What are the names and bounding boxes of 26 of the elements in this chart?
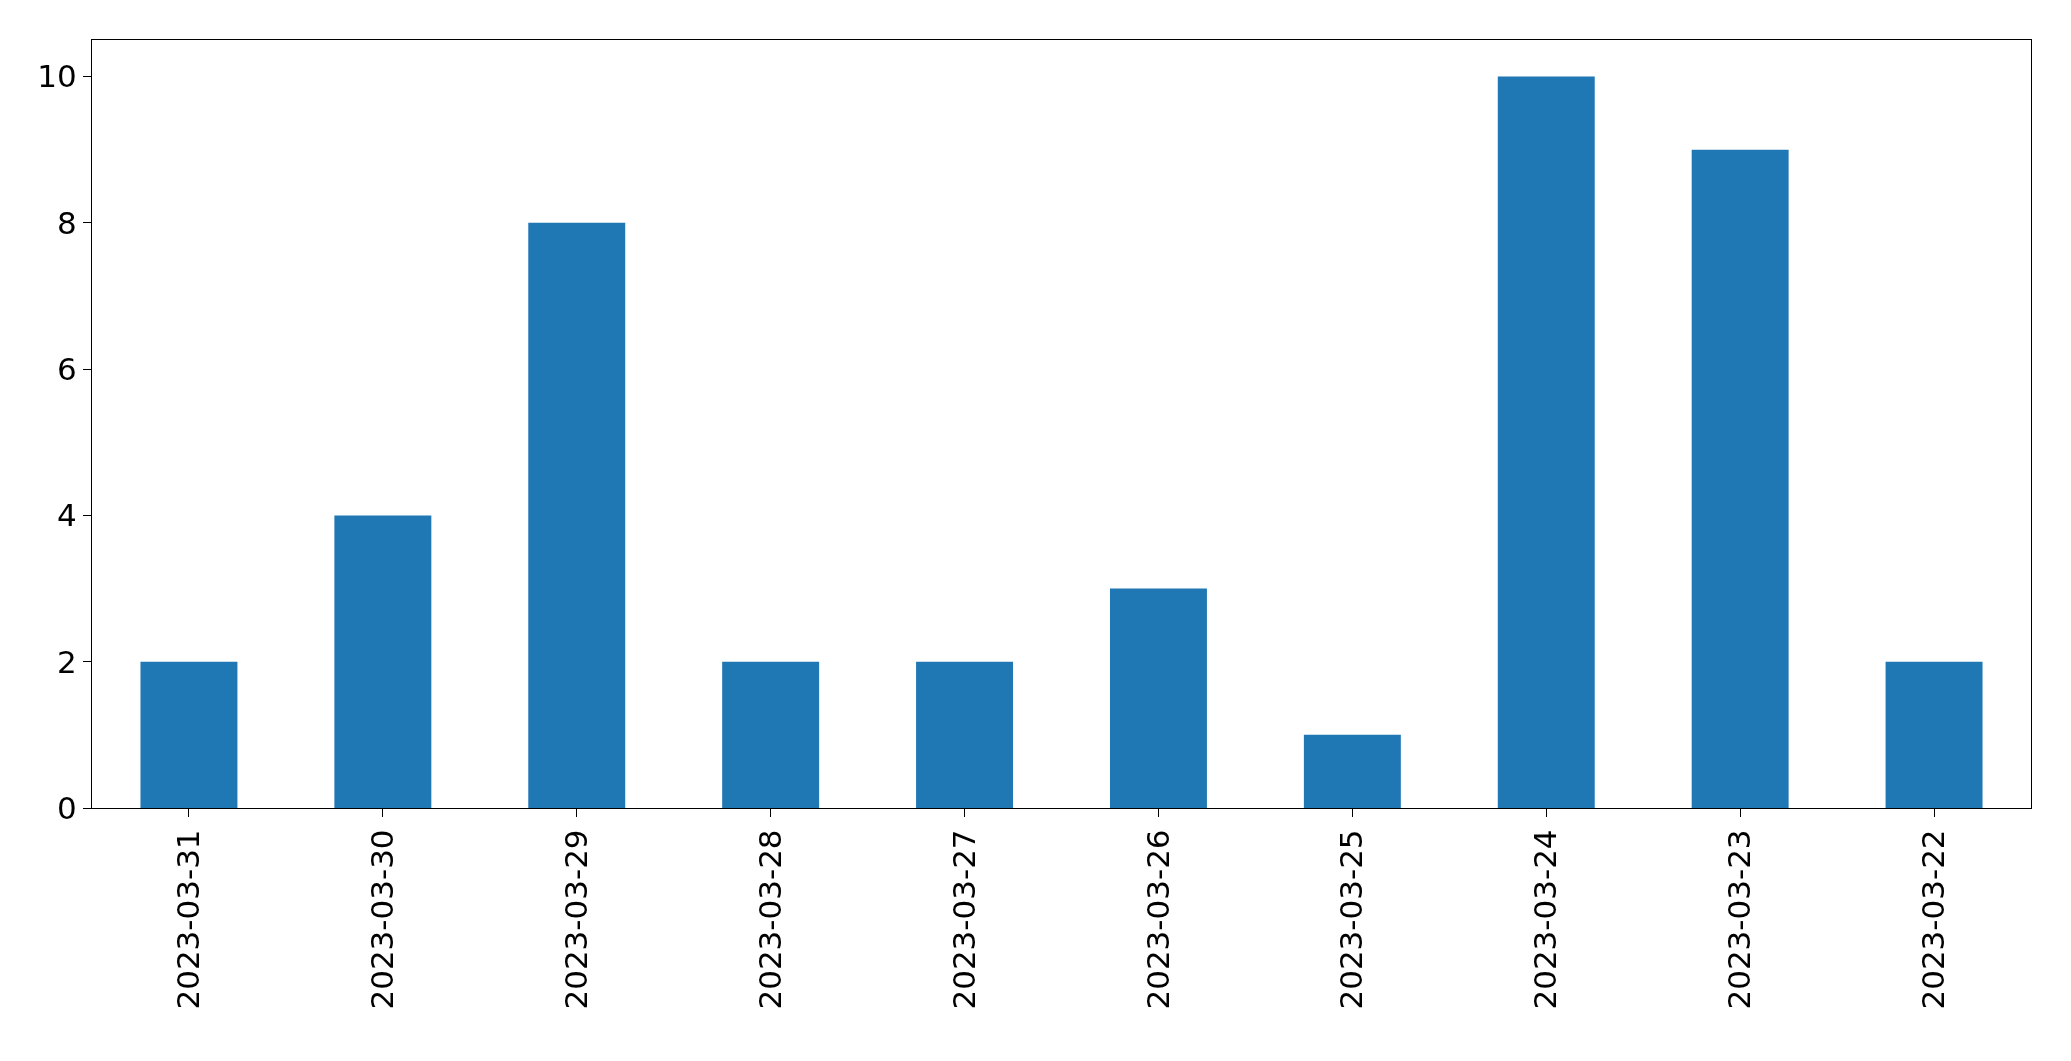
y-tick-label: 0 — [57, 789, 77, 826]
y-tick-label: 8 — [57, 204, 77, 241]
bar — [334, 515, 432, 808]
x-tick-label: 2023-03-28 — [751, 829, 788, 1010]
x-tick-label: 2023-03-22 — [1915, 829, 1952, 1010]
bar — [1885, 661, 1983, 808]
bar — [1497, 76, 1595, 808]
bar — [1303, 734, 1401, 808]
y-tick-label: 6 — [57, 350, 77, 387]
x-tick-label: 2023-03-29 — [557, 829, 594, 1010]
x-tick-label: 2023-03-27 — [945, 829, 982, 1010]
x-tick-label: 2023-03-25 — [1333, 829, 1370, 1010]
x-tick-label: 2023-03-24 — [1527, 829, 1564, 1010]
bar — [1691, 149, 1789, 808]
bar — [528, 222, 626, 808]
y-tick-label: 2 — [57, 643, 77, 680]
x-tick-label: 2023-03-31 — [170, 829, 207, 1010]
y-tick-label: 4 — [57, 497, 77, 534]
y-tick-label: 10 — [37, 58, 77, 95]
bar — [916, 661, 1014, 808]
bar — [140, 661, 238, 808]
bar — [722, 661, 820, 808]
x-tick-label: 2023-03-23 — [1721, 829, 1758, 1010]
x-tick-label: 2023-03-26 — [1139, 829, 1176, 1010]
bar — [1109, 588, 1207, 808]
x-tick-label: 2023-03-30 — [363, 829, 400, 1010]
